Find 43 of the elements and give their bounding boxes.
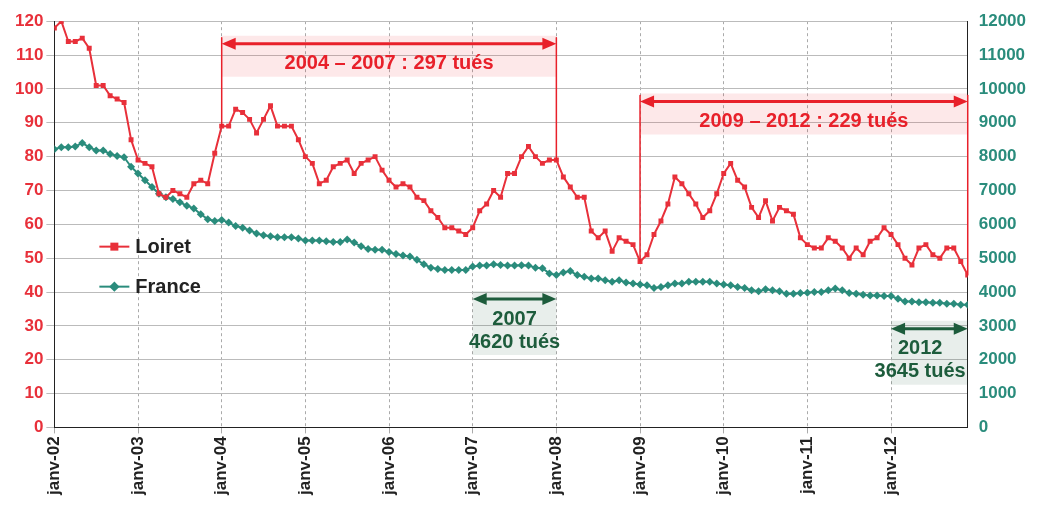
y2-tick-label: 7000: [978, 180, 1017, 200]
band-label: 2012 3645 tués: [874, 336, 966, 382]
x-tick-label: janv-07: [462, 436, 482, 497]
band-label: 2004 – 2007 : 297 tués: [284, 51, 494, 74]
x-tick-label: janv-04: [211, 435, 231, 497]
y2-tick-label: 11000: [978, 44, 1026, 64]
y-tick-label: 120: [14, 10, 44, 30]
legend-label: France: [135, 275, 201, 298]
band-label: 2007 4620 tués: [468, 306, 561, 352]
y-tick-label: 70: [24, 180, 44, 200]
y-tick-label: 30: [24, 315, 44, 335]
y-tick-label: 100: [14, 78, 44, 98]
y2-tick-label: 3000: [978, 315, 1017, 335]
y-tick-label: 90: [24, 112, 44, 132]
x-tick-label: janv-06: [378, 436, 398, 497]
y-tick-label: 110: [15, 44, 44, 64]
y2-tick-label: 4000: [978, 281, 1017, 301]
y2-tick-label: 6000: [978, 213, 1017, 233]
y2-tick-label: 5000: [978, 247, 1017, 267]
y2-tick-label: 10000: [978, 78, 1027, 98]
y-tick-label: 80: [24, 146, 44, 166]
y2-tick-label: 2000: [978, 349, 1017, 369]
y2-tick-label: 8000: [978, 146, 1017, 166]
y2-tick-label: 9000: [978, 112, 1017, 132]
y2-tick-label: 12000: [978, 10, 1027, 30]
x-tick-label: janv-10: [713, 436, 733, 497]
band-label: 2009 – 2012 : 229 tués: [699, 108, 909, 131]
y-tick-label: 0: [33, 417, 44, 437]
y-tick-label: 20: [24, 349, 44, 369]
x-tick-label: janv-08: [546, 436, 566, 497]
y-tick-label: 40: [24, 281, 44, 301]
legend-label: Loiret: [135, 235, 192, 258]
y-tick-label: 50: [24, 247, 44, 267]
x-tick-label: janv-02: [44, 436, 64, 497]
x-tick-label: janv-11: [797, 436, 817, 496]
x-tick-label: janv-09: [629, 436, 649, 497]
y2-tick-label: 1000: [978, 383, 1017, 403]
y-tick-label: 10: [24, 383, 44, 403]
x-tick-label: janv-03: [127, 436, 147, 497]
y-tick-label: 60: [24, 213, 44, 233]
x-tick-label: janv-05: [295, 436, 315, 497]
x-tick-label: janv-12: [880, 436, 900, 497]
y2-tick-label: 0: [978, 417, 989, 437]
